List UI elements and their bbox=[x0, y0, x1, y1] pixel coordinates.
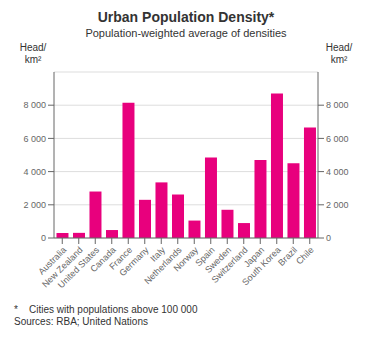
svg-text:0: 0 bbox=[326, 233, 331, 243]
svg-text:Japan: Japan bbox=[241, 244, 267, 270]
svg-text:New Zealand: New Zealand bbox=[40, 244, 85, 290]
svg-text:Norway: Norway bbox=[171, 244, 201, 274]
svg-text:2 000: 2 000 bbox=[326, 200, 349, 210]
svg-text:France: France bbox=[107, 244, 135, 272]
html-text:Head/ km²: Head/ km² bbox=[19, 42, 47, 65]
svg-text:South Korea: South Korea bbox=[240, 245, 282, 287]
html-text:Head/ km²: Head/ km² bbox=[325, 42, 353, 65]
svg-text:Italy: Italy bbox=[148, 244, 168, 264]
svg-text:Germany: Germany bbox=[117, 245, 151, 279]
html-text:Sources: RBA; United Nations: Sources: RBA; United Nations bbox=[14, 316, 148, 327]
svg-text:Sweden: Sweden bbox=[203, 244, 234, 275]
svg-text:8 000: 8 000 bbox=[326, 100, 349, 110]
svg-text:Chile: Chile bbox=[294, 245, 316, 267]
svg-text:6 000: 6 000 bbox=[23, 134, 46, 144]
svg-text:4 000: 4 000 bbox=[23, 167, 46, 177]
svg-text:2 000: 2 000 bbox=[23, 200, 46, 210]
svg-text:0: 0 bbox=[41, 233, 46, 243]
html-text:* Cities with populations abov: * Cities with populations above 100 000 bbox=[14, 304, 198, 315]
svg-text:Netherlands: Netherlands bbox=[142, 244, 184, 287]
html-text:Urban Population Density*: Urban Population Density* bbox=[97, 9, 275, 25]
html-text:Population-weighted average of: Population-weighted average of densities bbox=[85, 27, 287, 39]
svg-text:Australia: Australia bbox=[36, 244, 69, 277]
svg-text:Canada: Canada bbox=[88, 244, 118, 275]
svg-text:6 000: 6 000 bbox=[326, 134, 349, 144]
svg-text:United States: United States bbox=[55, 244, 102, 291]
svg-text:Switzerland: Switzerland bbox=[209, 244, 250, 285]
svg-text:4 000: 4 000 bbox=[326, 167, 349, 177]
svg-text:8 000: 8 000 bbox=[23, 100, 46, 110]
svg-text:Brazil: Brazil bbox=[276, 244, 300, 268]
svg-text:Spain: Spain bbox=[193, 244, 217, 269]
